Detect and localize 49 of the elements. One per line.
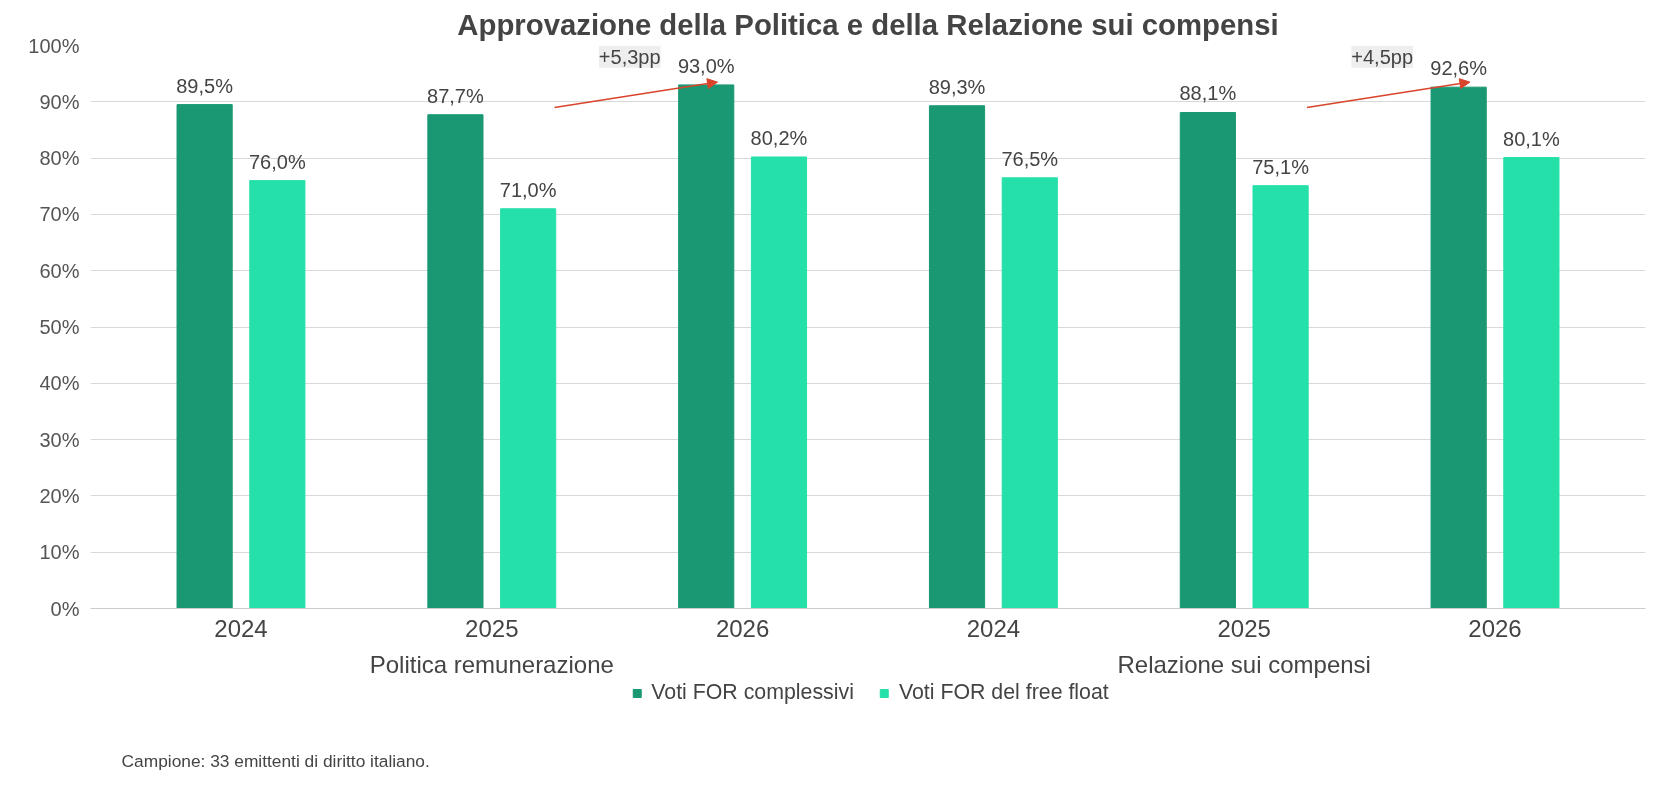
bar	[427, 114, 484, 609]
bar	[1001, 177, 1058, 609]
x-tick-label: 2024	[214, 614, 268, 642]
x-tick-label: 2026	[715, 614, 770, 642]
data-label: 92,6%	[1430, 57, 1488, 80]
chart-title: Approvazione della Politica e della Relazione sui compensi	[457, 7, 1279, 41]
y-tick-label: 60%	[39, 259, 80, 282]
data-label: 80,1%	[1503, 127, 1560, 150]
y-tick-label: 0%	[50, 597, 80, 620]
y-tick-label: 30%	[39, 428, 80, 451]
bar	[928, 105, 986, 609]
data-label: 87,7%	[427, 84, 484, 107]
data-label: 76,0%	[249, 150, 306, 173]
x-tick-label: 2024	[966, 614, 1021, 642]
bar	[1252, 185, 1309, 609]
data-label: 75,1%	[1252, 155, 1310, 178]
x-tick-label: 2026	[1468, 614, 1522, 642]
bar	[249, 180, 306, 609]
bar	[1503, 157, 1560, 609]
y-tick-label: 70%	[39, 203, 80, 226]
legend-label: Voti FOR del free float	[898, 680, 1109, 705]
x-tick-label: 2025	[465, 614, 519, 642]
y-tick-label: 80%	[39, 147, 80, 170]
annotation: +5,3pp	[598, 45, 661, 68]
data-label: 76,5%	[1001, 147, 1059, 170]
data-label: 80,2%	[750, 126, 808, 149]
y-tick-label: 90%	[39, 90, 80, 113]
bar	[176, 104, 233, 609]
y-tick-label: 20%	[39, 484, 80, 507]
legend-label: Voti FOR complessivi	[651, 680, 854, 705]
y-tick-label: 50%	[39, 316, 80, 338]
y-tick-label: 40%	[39, 372, 80, 395]
y-tick-label: 10%	[39, 541, 80, 564]
bar	[500, 208, 557, 609]
data-label: 89,3%	[928, 75, 986, 98]
bar	[1430, 86, 1487, 609]
text: Relazione sui compensi	[1117, 650, 1371, 678]
data-label: 88,1%	[1179, 82, 1237, 105]
bar	[678, 84, 735, 609]
text: Campione: 33 emittenti di diritto italiano.	[121, 750, 430, 771]
annotation: +4,5pp	[1351, 45, 1414, 68]
text: Politica remunerazione	[369, 650, 614, 678]
y-tick-label: 100%	[28, 34, 80, 57]
data-label: 93,0%	[677, 54, 735, 77]
bar	[1179, 112, 1236, 609]
data-label: 89,5%	[176, 74, 234, 97]
x-tick-label: 2025	[1217, 614, 1271, 642]
bar	[750, 156, 808, 609]
data-label: 71,0%	[499, 178, 557, 201]
